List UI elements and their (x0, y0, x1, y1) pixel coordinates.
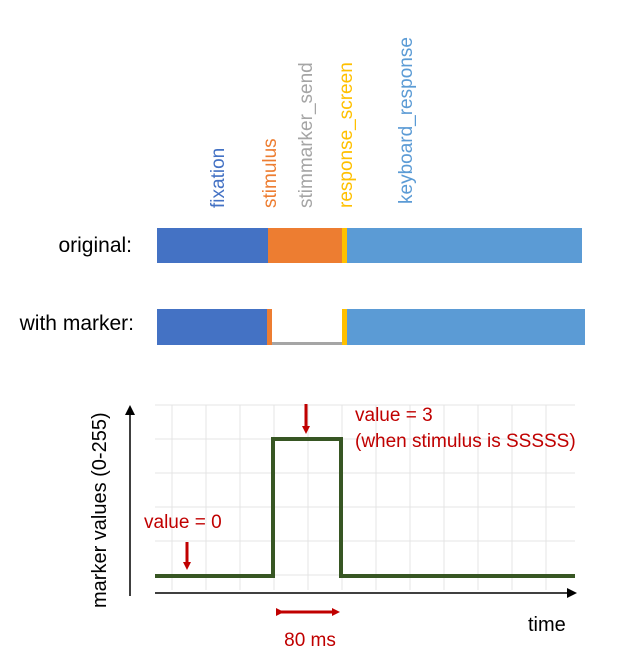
phase-label-fixation: fixation (208, 148, 229, 208)
segment-stimmarker-send (272, 342, 342, 345)
phase-label-stimulus: stimulus (260, 138, 281, 208)
segment-keyboard-response (347, 228, 582, 263)
high-value-label: value = 3 (355, 405, 433, 426)
high-value-condition-label: (when stimulus is SSSSS) (355, 431, 576, 452)
segment-keyboard-response (347, 309, 585, 345)
segment-fixation (157, 228, 268, 263)
phase-label-stimmarker-send: stimmarker_send (296, 62, 317, 208)
row-label-original: original: (58, 234, 132, 257)
original-timeline-bar (157, 228, 582, 263)
segment-response-screen (342, 228, 347, 263)
row-label-with-marker: with marker: (19, 312, 134, 335)
low-value-label: value = 0 (144, 512, 222, 533)
phase-label-response-screen: response_screen (336, 62, 357, 208)
segment-response-screen (342, 309, 347, 345)
x-axis-label: time (528, 614, 566, 636)
phase-label-keyboard-response: keyboard_response (396, 37, 417, 204)
segment-stimulus (267, 309, 272, 345)
y-axis-label: marker values (0-255) (89, 412, 111, 608)
duration-label: 80 ms (284, 630, 336, 651)
segment-stimulus (268, 228, 342, 263)
marker-timeline-bar (157, 309, 585, 345)
marker-signal-line (155, 437, 575, 578)
segment-fixation (157, 309, 267, 345)
